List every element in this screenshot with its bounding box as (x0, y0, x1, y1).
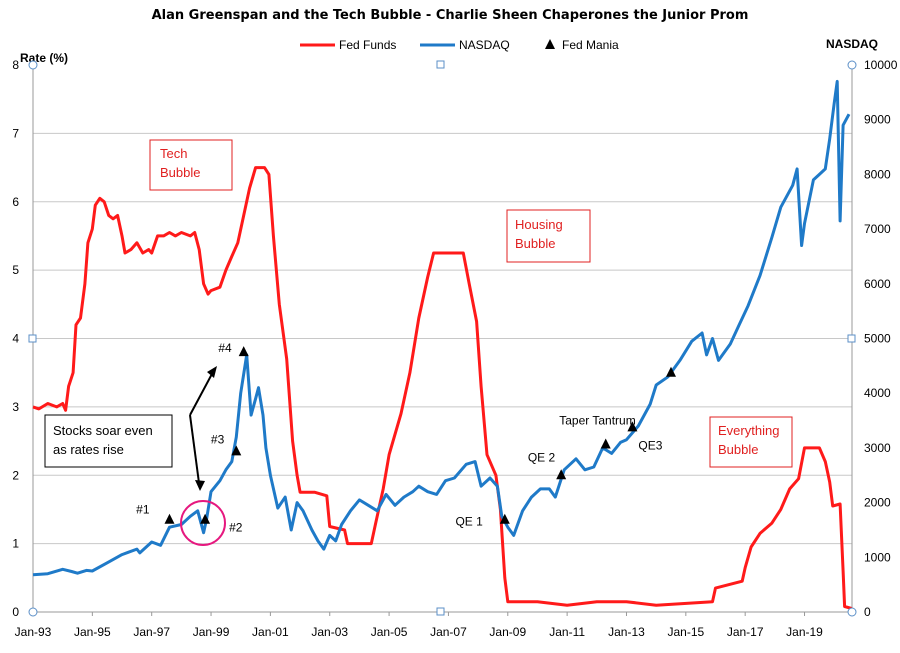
everything-bubble-label-line2: Bubble (718, 442, 758, 457)
left-tick-label: 5 (12, 263, 19, 277)
legend: Fed Funds NASDAQ Fed Mania (300, 38, 619, 52)
legend-nasdaq-label: NASDAQ (459, 38, 510, 52)
mania-marker (600, 438, 611, 449)
mania-label: #3 (211, 432, 225, 446)
left-axis-title: Rate (%) (20, 51, 68, 65)
left-tick-label: 4 (12, 332, 19, 346)
tech-bubble-label-line2: Bubble (160, 165, 200, 180)
x-tick-label: Jan-17 (727, 625, 764, 639)
right-tick-label: 1000 (864, 550, 891, 564)
right-axis-title: NASDAQ (826, 37, 878, 51)
housing-bubble-label-line1: Housing (515, 217, 563, 232)
stocks-soar-box: Stocks soar even as rates rise (44, 414, 173, 468)
x-tick-label: Jan-11 (549, 625, 585, 639)
handle-top-left (28, 60, 38, 70)
mania-marker (556, 469, 567, 480)
stocks-soar-label-line1: Stocks soar even (53, 423, 153, 438)
legend-mania-marker (545, 39, 555, 49)
mania-marker (238, 346, 249, 357)
tech-bubble-label-line1: Tech (160, 146, 187, 161)
left-tick-label: 0 (12, 605, 19, 619)
mania-marker (665, 366, 676, 377)
mania-label: #1 (136, 503, 150, 517)
annotation-arrows (189, 366, 217, 491)
handle-mid-right (847, 334, 856, 343)
x-tick-label: Jan-93 (15, 625, 52, 639)
housing-bubble-box: Housing Bubble (506, 209, 591, 263)
mania-marker (499, 513, 510, 524)
arrow-down (189, 414, 200, 484)
everything-bubble-label-line1: Everything (718, 423, 779, 438)
left-tick-label: 6 (12, 195, 19, 209)
x-tick-label: Jan-01 (252, 625, 289, 639)
mania-label: QE3 (638, 438, 662, 452)
x-tick-label: Jan-19 (786, 625, 823, 639)
legend-mania-label: Fed Mania (562, 38, 619, 52)
housing-bubble-label-line2: Bubble (515, 236, 555, 251)
mania-marker (627, 421, 638, 432)
tech-bubble-box: Tech Bubble (149, 139, 233, 191)
x-tick-label: Jan-03 (311, 625, 348, 639)
x-tick-label: Jan-05 (371, 625, 408, 639)
handle-bottom-right (847, 607, 857, 617)
everything-bubble-box: Everything Bubble (709, 416, 793, 468)
right-tick-label: 4000 (864, 386, 891, 400)
gridlines (33, 132, 852, 545)
series-line-nasdaq (32, 79, 851, 577)
series-line-fed-funds (32, 166, 853, 611)
left-tick-label: 8 (12, 58, 19, 72)
mania-label: #4 (218, 341, 232, 355)
arrow-up-head (207, 366, 217, 378)
right-tick-label: 7000 (864, 222, 891, 236)
left-tick-label: 1 (12, 537, 19, 551)
x-tick-label: Jan-99 (193, 625, 230, 639)
x-tick-label: Jan-09 (489, 625, 526, 639)
handle-bottom-left (28, 607, 38, 617)
right-tick-label: 0 (864, 605, 871, 619)
right-tick-label: 10000 (864, 58, 898, 72)
mania-label: Taper Tantrum (559, 413, 635, 427)
left-tick-label: 3 (12, 400, 19, 414)
left-tick-label: 2 (12, 468, 19, 482)
mania-label: #2 (229, 521, 243, 535)
handle-bottom-mid (436, 607, 445, 616)
series-lines (32, 79, 853, 611)
x-tick-label: Jan-97 (133, 625, 170, 639)
right-tick-label: 9000 (864, 113, 891, 127)
legend-fed-funds-label: Fed Funds (339, 38, 396, 52)
handle-top-right (847, 60, 857, 70)
stocks-soar-label-line2: as rates rise (53, 442, 124, 457)
right-tick-label: 8000 (864, 167, 891, 181)
handle-mid-left (28, 334, 37, 343)
arrow-up (189, 371, 214, 416)
arrow-down-head (195, 480, 205, 491)
mania-marker (200, 513, 211, 524)
left-tick-label: 7 (12, 126, 19, 140)
axes: 0 1 2 3 4 5 6 7 8 0 1000 2000 3000 4000 5000 6000 7000 80… (12, 58, 897, 639)
highlight-circle (180, 500, 226, 546)
right-tick-label: 2000 (864, 496, 891, 510)
right-tick-label: 6000 (864, 277, 891, 291)
mania-marker (231, 445, 242, 456)
mania-label: QE 2 (528, 450, 556, 464)
handle-top-mid (436, 60, 445, 69)
right-tick-label: 5000 (864, 332, 891, 346)
right-tick-label: 3000 (864, 441, 891, 455)
chart-title: Alan Greenspan and the Tech Bubble - Cha… (152, 8, 749, 23)
x-tick-label: Jan-95 (74, 625, 111, 639)
x-tick-label: Jan-07 (430, 625, 467, 639)
x-tick-label: Jan-15 (667, 625, 704, 639)
x-tick-label: Jan-13 (608, 625, 645, 639)
mania-label: QE 1 (455, 515, 483, 529)
mania-marker (164, 513, 175, 524)
plot-frame-handles (28, 60, 857, 617)
